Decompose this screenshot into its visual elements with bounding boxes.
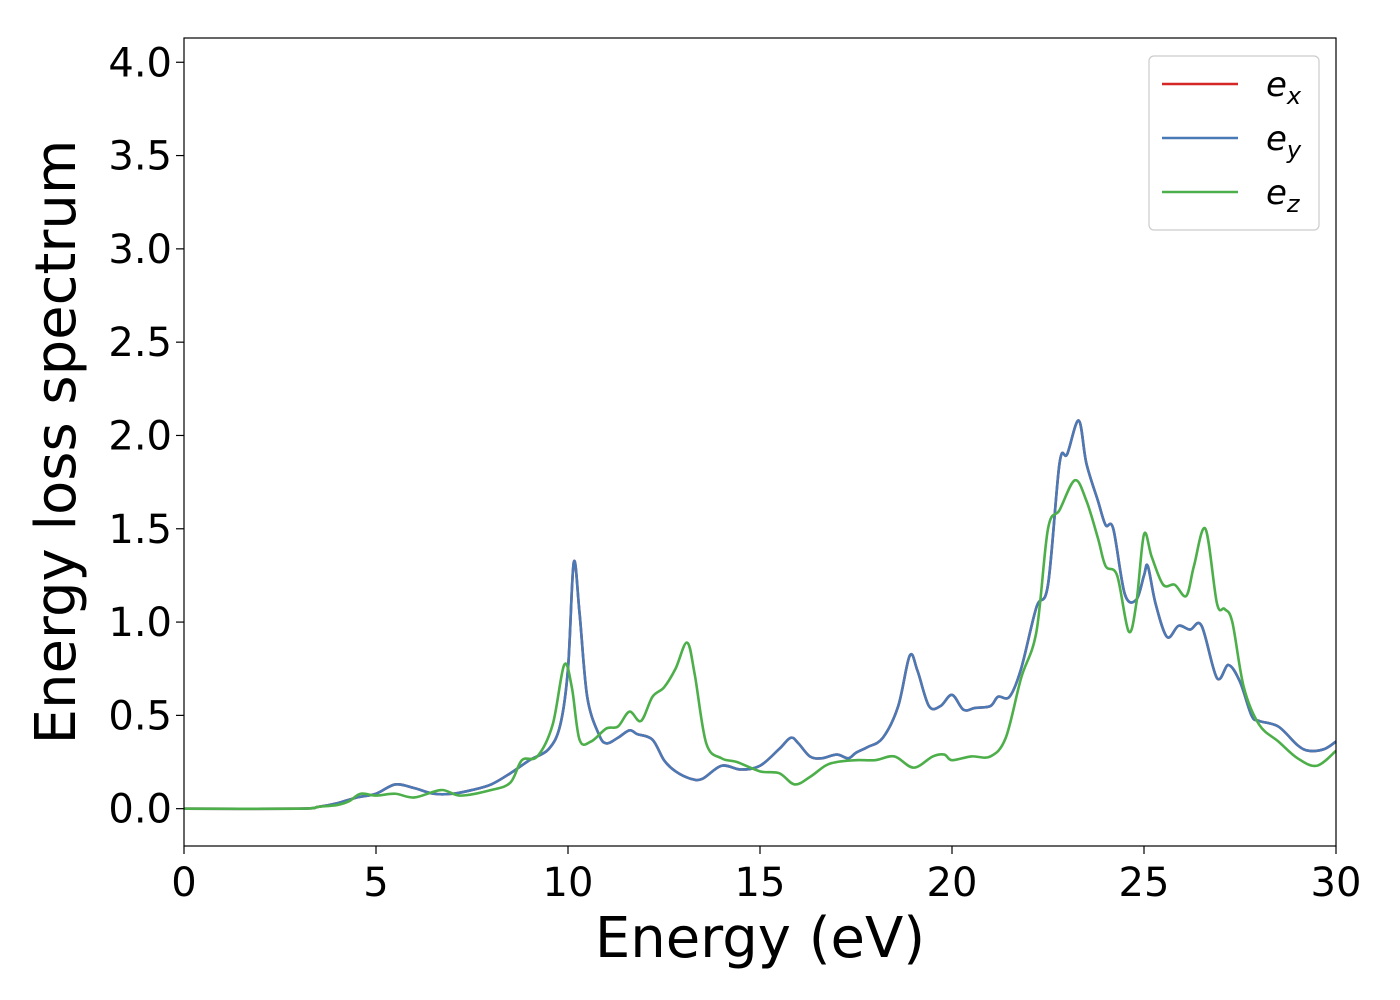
y-tick-label: 2.5 [108,320,172,366]
x-tick-label: 25 [1119,860,1170,906]
y-tick-label: 3.0 [108,227,172,273]
x-axis-title: Energy (eV) [595,906,925,971]
y-axis: 0.0 0.5 1.0 1.5 2.0 2.5 3.0 3.5 4.0 [108,40,184,833]
legend-label-ex: ex [1266,65,1302,110]
legend-label-ez: ez [1266,173,1301,218]
y-tick-label: 3.5 [108,134,172,180]
series-line-ey [183,419,1337,811]
legend-label-ey: ey [1266,119,1302,164]
legend: ex ey ez [1148,55,1320,231]
y-tick-label: 4.0 [108,40,172,86]
x-tick-label: 10 [543,860,594,906]
y-axis-title: Energy loss spectrum [24,140,89,745]
y-tick-label: 1.5 [108,507,172,553]
x-tick-label: 20 [927,860,978,906]
y-tick-label: 0.0 [108,787,172,833]
legend-box [1148,55,1320,231]
y-tick-label: 0.5 [108,693,172,739]
x-tick-label: 0 [171,860,196,906]
x-axis: 0 5 10 15 20 25 30 [171,846,1361,906]
y-tick-label: 1.0 [108,600,172,646]
y-tick-label: 2.0 [108,413,172,459]
series-layer [183,419,1337,811]
series-line-ez [183,478,1337,811]
x-tick-label: 15 [735,860,786,906]
x-tick-label: 5 [363,860,388,906]
x-tick-label: 30 [1311,860,1362,906]
